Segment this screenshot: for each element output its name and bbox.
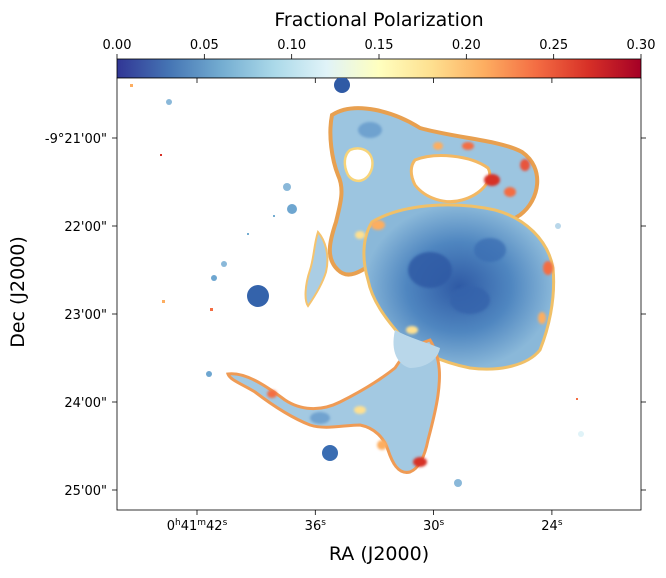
x-tick-label: 0h41m42s	[167, 518, 228, 534]
colorbar-tick-label: 0.00	[103, 38, 132, 53]
polarization-map	[130, 78, 584, 487]
x-tick-label: 24s	[541, 518, 563, 534]
y-tick-label: 23'00"	[64, 308, 107, 323]
colorbar-tick-label: 0.15	[365, 38, 394, 53]
colorbar-tick-label: 0.10	[277, 38, 306, 53]
colorbar	[116, 58, 642, 79]
lower-tail-region	[225, 338, 442, 474]
low-polarization-spots	[310, 122, 506, 424]
x-axis-label: RA (J2000)	[329, 543, 429, 565]
loop-hole-2	[343, 147, 374, 183]
loop-hole	[409, 154, 492, 204]
colorbar-title: Fractional Polarization	[274, 9, 483, 31]
x-axis-ticks: 0h41m42s 36s 30s 24s	[167, 78, 563, 534]
y-axis-ticks: -9°21'00" 22'00" 23'00" 24'00" 25'00"	[45, 132, 646, 499]
colorbar-tick-label: 0.30	[627, 38, 656, 53]
high-polarization-spots	[267, 142, 553, 467]
colorbar-tick-label: 0.20	[452, 38, 481, 53]
x-tick-label: 36s	[305, 518, 327, 534]
y-tick-label: 22'00"	[64, 220, 107, 235]
y-tick-label: -9°21'00"	[45, 132, 107, 147]
colorbar-tick-label: 0.25	[539, 38, 568, 53]
colorbar-tick-label: 0.05	[190, 38, 219, 53]
y-tick-label: 24'00"	[64, 396, 107, 411]
point-sources	[130, 78, 584, 487]
y-tick-label: 25'00"	[64, 484, 107, 499]
y-axis-label: Dec (J2000)	[7, 236, 29, 348]
x-tick-label: 30s	[423, 518, 445, 534]
left-arm-region	[304, 230, 329, 308]
colorbar-ticks: 0.00 0.05 0.10 0.15 0.20 0.25 0.30	[103, 38, 656, 59]
connector-region	[393, 330, 440, 368]
